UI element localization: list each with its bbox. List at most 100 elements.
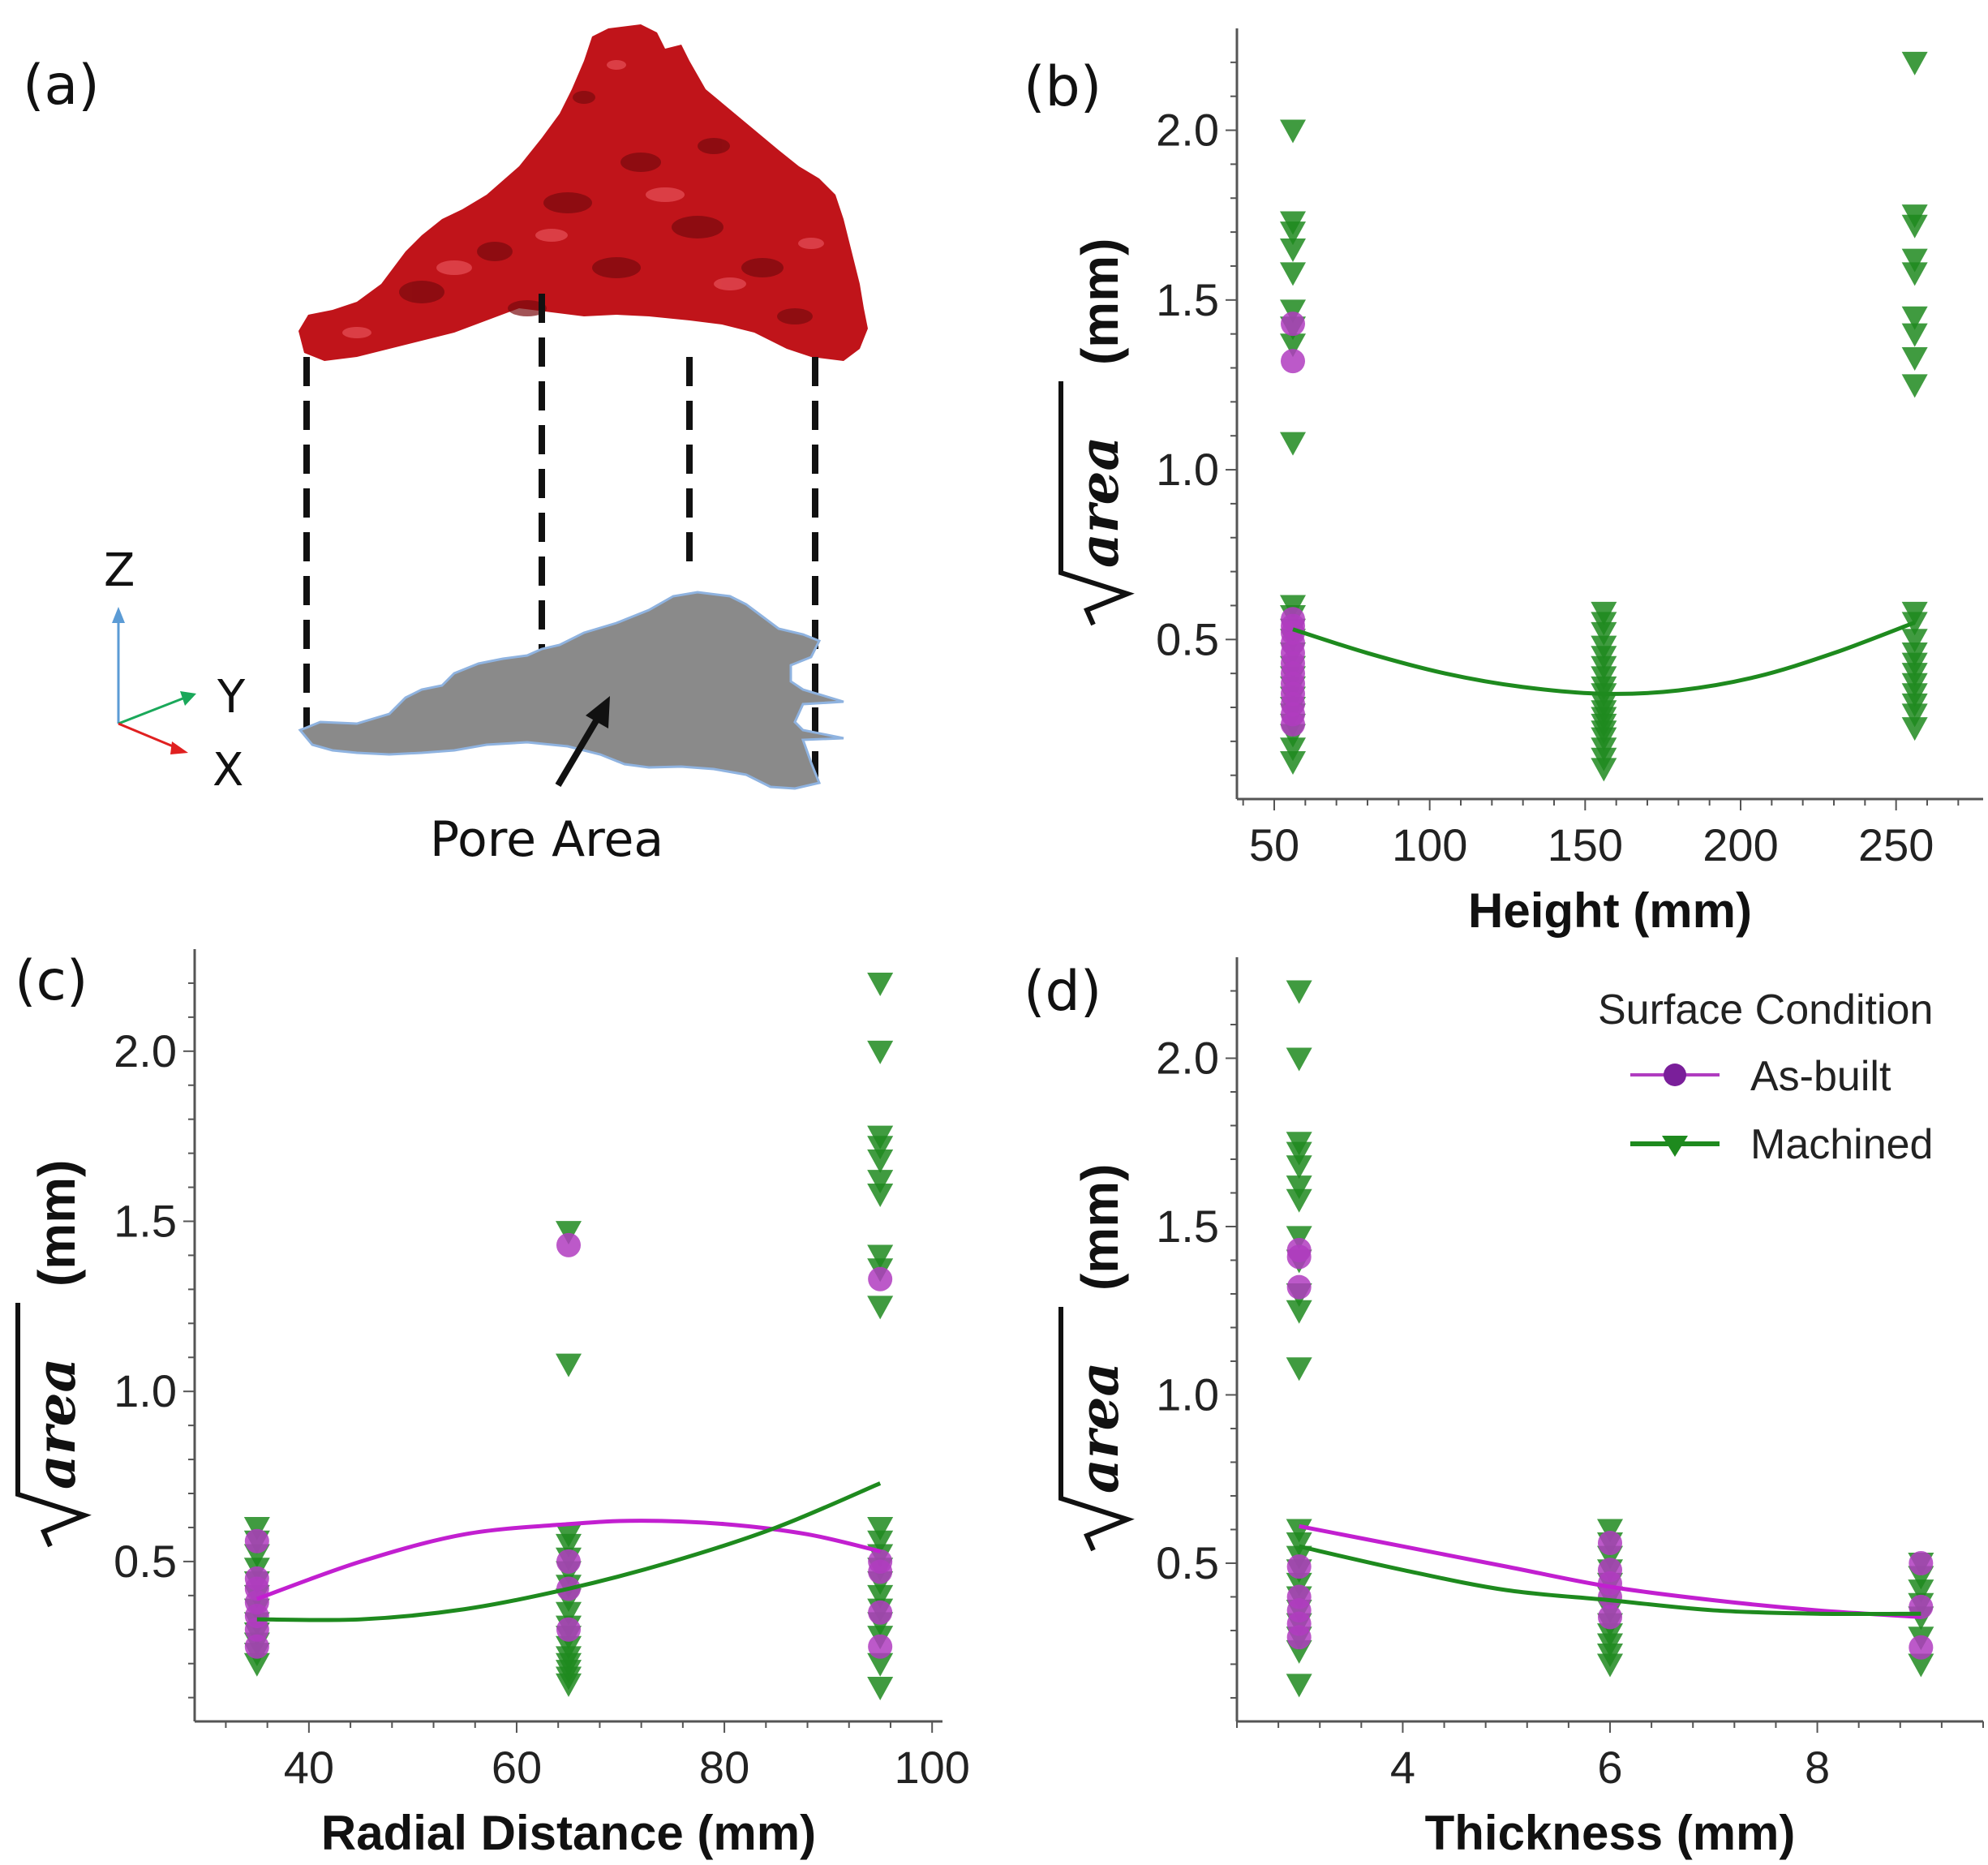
as-built-point (244, 1634, 269, 1659)
machined-point (1286, 1572, 1312, 1596)
y-tick-label: 1.5 (1156, 1201, 1219, 1252)
machined-point (1286, 1155, 1312, 1180)
machined-point (867, 1040, 894, 1064)
machined-point (1901, 306, 1928, 330)
x-tick-label: 8 (1805, 1742, 1830, 1793)
machined-point (1901, 323, 1928, 347)
as-built-point (1286, 1554, 1312, 1579)
machined-point (867, 1296, 894, 1320)
machined-fit-curve (1299, 1544, 1921, 1617)
y-tick-label: 0.5 (114, 1536, 177, 1587)
x-axis-letter: X (213, 744, 243, 797)
legend-machined-label: Machined (1750, 1121, 1933, 1168)
machined-point (556, 1533, 582, 1558)
as-built-point (556, 1549, 581, 1574)
as-built-point (1286, 1274, 1312, 1300)
y-tick-label: 2.0 (114, 1025, 177, 1076)
pore-area-label: Pore Area (430, 811, 663, 868)
machined-point (1280, 737, 1306, 762)
machined-point (556, 1601, 582, 1626)
machined-point (1901, 703, 1928, 728)
x-axis-arrowhead (170, 741, 188, 754)
x-tick-label: 80 (699, 1742, 749, 1793)
as-built-point (1281, 312, 1305, 337)
machined-point (867, 1170, 894, 1194)
machined-point (1286, 1141, 1312, 1166)
as-built-point (1598, 1531, 1622, 1556)
legend-title: Surface Condition (1598, 986, 1933, 1033)
y-axis-letter: Y (217, 671, 246, 724)
y-axis-title-var: area (1067, 436, 1131, 568)
legend: Surface Condition As-built Machined (1598, 986, 1933, 1168)
y-axis-title-var: area (24, 1358, 88, 1489)
machined-point (1280, 262, 1306, 286)
machined-point (867, 1652, 894, 1677)
y-tick-label: 1.5 (1156, 274, 1219, 325)
as-built-point (1909, 1635, 1934, 1660)
pore-area-arrow (555, 696, 610, 788)
legend-as-built-label: As-built (1750, 1053, 1891, 1100)
machined-point (1286, 1674, 1312, 1698)
machined-point (867, 1584, 894, 1609)
machined-point (1280, 221, 1306, 246)
as-built-point (1598, 1584, 1622, 1609)
y-axis-arrowhead (180, 691, 196, 706)
machined-point (1280, 299, 1306, 324)
machined-point (1901, 346, 1928, 371)
y-axis-line (118, 696, 186, 725)
machined-point (1280, 238, 1306, 263)
z-axis-letter: Z (104, 544, 135, 597)
machined-point (1597, 1653, 1623, 1678)
x-axis-title: Radial Distance (mm) (321, 1806, 816, 1860)
machined-point (1286, 1188, 1312, 1213)
machined-point (867, 1150, 894, 1174)
y-axis-title-unit: (mm) (1071, 1164, 1129, 1291)
machined-point (1901, 214, 1928, 238)
coordinate-triad: Z Y X (104, 544, 246, 797)
y-axis-title-var: area (1067, 1362, 1131, 1493)
as-built-point (1598, 1605, 1622, 1630)
y-tick-label: 0.5 (1156, 1537, 1219, 1588)
panel-label: (b) (1024, 55, 1101, 119)
as-built-point (1286, 1244, 1312, 1270)
machined-point (1286, 1175, 1312, 1200)
legend-as-built-marker (1664, 1064, 1686, 1086)
y-tick-label: 1.0 (114, 1365, 177, 1416)
x-tick-label: 250 (1858, 819, 1934, 870)
panel-b-height-chart: (b) 0.5 1.0 1.5 2.0 50 100 150 200 250 Height (mm)… (1024, 28, 1983, 938)
as-built-point (868, 1634, 893, 1659)
y-tick-label: 1.0 (1156, 444, 1219, 495)
y-tick-label: 0.5 (1156, 613, 1219, 664)
sqrt-symbol (15, 1303, 92, 1548)
pore-3d-render (298, 24, 868, 361)
machined-point (556, 1221, 582, 1245)
y-axis-title: area (mm) (1058, 1164, 1135, 1552)
panel-c-radial-distance-chart: (c) 0.5 1.0 1.5 2.0 40 60 80 100 Radial Distance … (15, 949, 970, 1860)
pore-3d-highlights (342, 60, 824, 338)
machined-point (867, 1244, 894, 1269)
as-built-point (556, 1617, 581, 1642)
machined-point (1286, 1519, 1312, 1543)
machined-point (867, 972, 894, 996)
machined-point (1908, 1579, 1934, 1604)
machined-point (1901, 629, 1928, 653)
machined-point (1280, 750, 1306, 775)
as-built-point (1286, 1625, 1312, 1650)
as-built-fit-curve (255, 1519, 881, 1601)
as-built-point (1909, 1550, 1934, 1575)
machined-point (1286, 1226, 1312, 1250)
machined-point (1597, 1519, 1623, 1543)
machined-point (1280, 333, 1306, 358)
y-tick-label: 2.0 (1156, 105, 1219, 156)
as-built-point (868, 1266, 893, 1291)
x-axis-title: Thickness (mm) (1425, 1806, 1796, 1860)
machined-point (867, 1530, 894, 1554)
machined-point (1286, 1300, 1312, 1324)
as-built-point (244, 1617, 269, 1642)
machined-point (867, 1136, 894, 1160)
machined-point (243, 1652, 270, 1677)
panel-a-illustration: (a) (23, 24, 868, 868)
x-tick-label: 60 (492, 1742, 542, 1793)
y-axis-title-unit: (mm) (28, 1160, 86, 1287)
x-tick-label: 100 (894, 1742, 969, 1793)
